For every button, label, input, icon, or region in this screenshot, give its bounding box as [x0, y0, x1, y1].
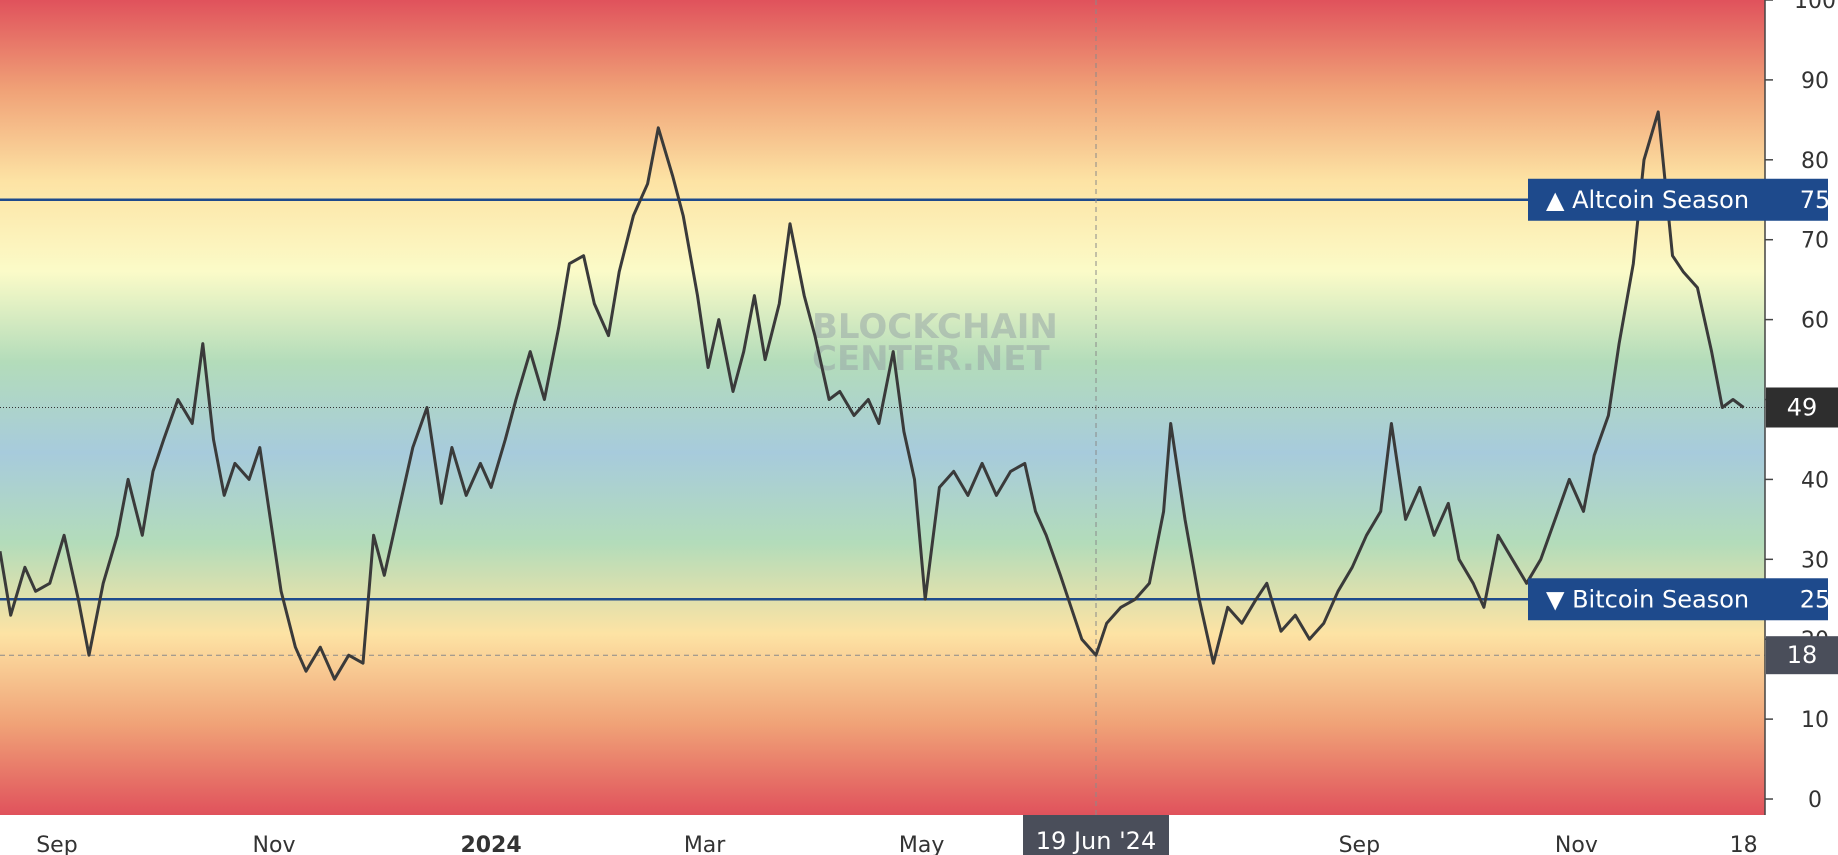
watermark-line-1: BLOCKCHAIN [812, 307, 1058, 347]
reference-tag-label-1: ▲ Altcoin Season [1546, 186, 1749, 214]
reference-tag-value-1: 75 [1800, 186, 1831, 214]
y-tick-label: 40 [1801, 468, 1829, 493]
y-tick-label: 30 [1801, 548, 1829, 573]
x-tick-label: 2024 [460, 833, 521, 855]
crosshair-x-tag [1023, 815, 1170, 855]
reference-tag-2 [1528, 578, 1828, 621]
y-tick-label: 90 [1801, 69, 1829, 94]
series-line [0, 110, 1745, 681]
x-tick-label: Nov [1555, 833, 1598, 855]
y-tick-label: 100 [1794, 0, 1836, 14]
y-tick-label: 80 [1801, 149, 1829, 174]
x-tick-label: Mar [684, 833, 726, 855]
crosshair-y-label: 18 [1787, 641, 1818, 669]
y-tick-label: 10 [1801, 708, 1829, 733]
last-value-label: 49 [1787, 394, 1818, 422]
watermark-line-2: CENTER.NET [812, 339, 1050, 379]
last-value-tag [1766, 387, 1838, 428]
reference-tag-label-2: ▼ Bitcoin Season [1546, 585, 1749, 613]
y-tick-label: 60 [1801, 309, 1829, 334]
x-tick-label: Sep [36, 833, 77, 855]
crosshair-y-tag [1766, 636, 1838, 675]
x-tick-label: Sep [1339, 833, 1380, 855]
x-tick-label: May [899, 833, 944, 855]
x-tick-label: Nov [253, 833, 296, 855]
crosshair-x-label: 19 Jun '24 [1036, 827, 1156, 855]
reference-tag-value-2: 25 [1800, 585, 1831, 613]
watermark: BLOCKCHAIN CENTER.NET [812, 307, 1058, 379]
reference-tag-1 [1528, 178, 1828, 221]
y-tick-label: 70 [1801, 229, 1829, 254]
x-tick-label: 18 [1730, 833, 1758, 855]
x-axis-panel [0, 815, 1838, 855]
y-tick-label: 0 [1808, 788, 1822, 813]
